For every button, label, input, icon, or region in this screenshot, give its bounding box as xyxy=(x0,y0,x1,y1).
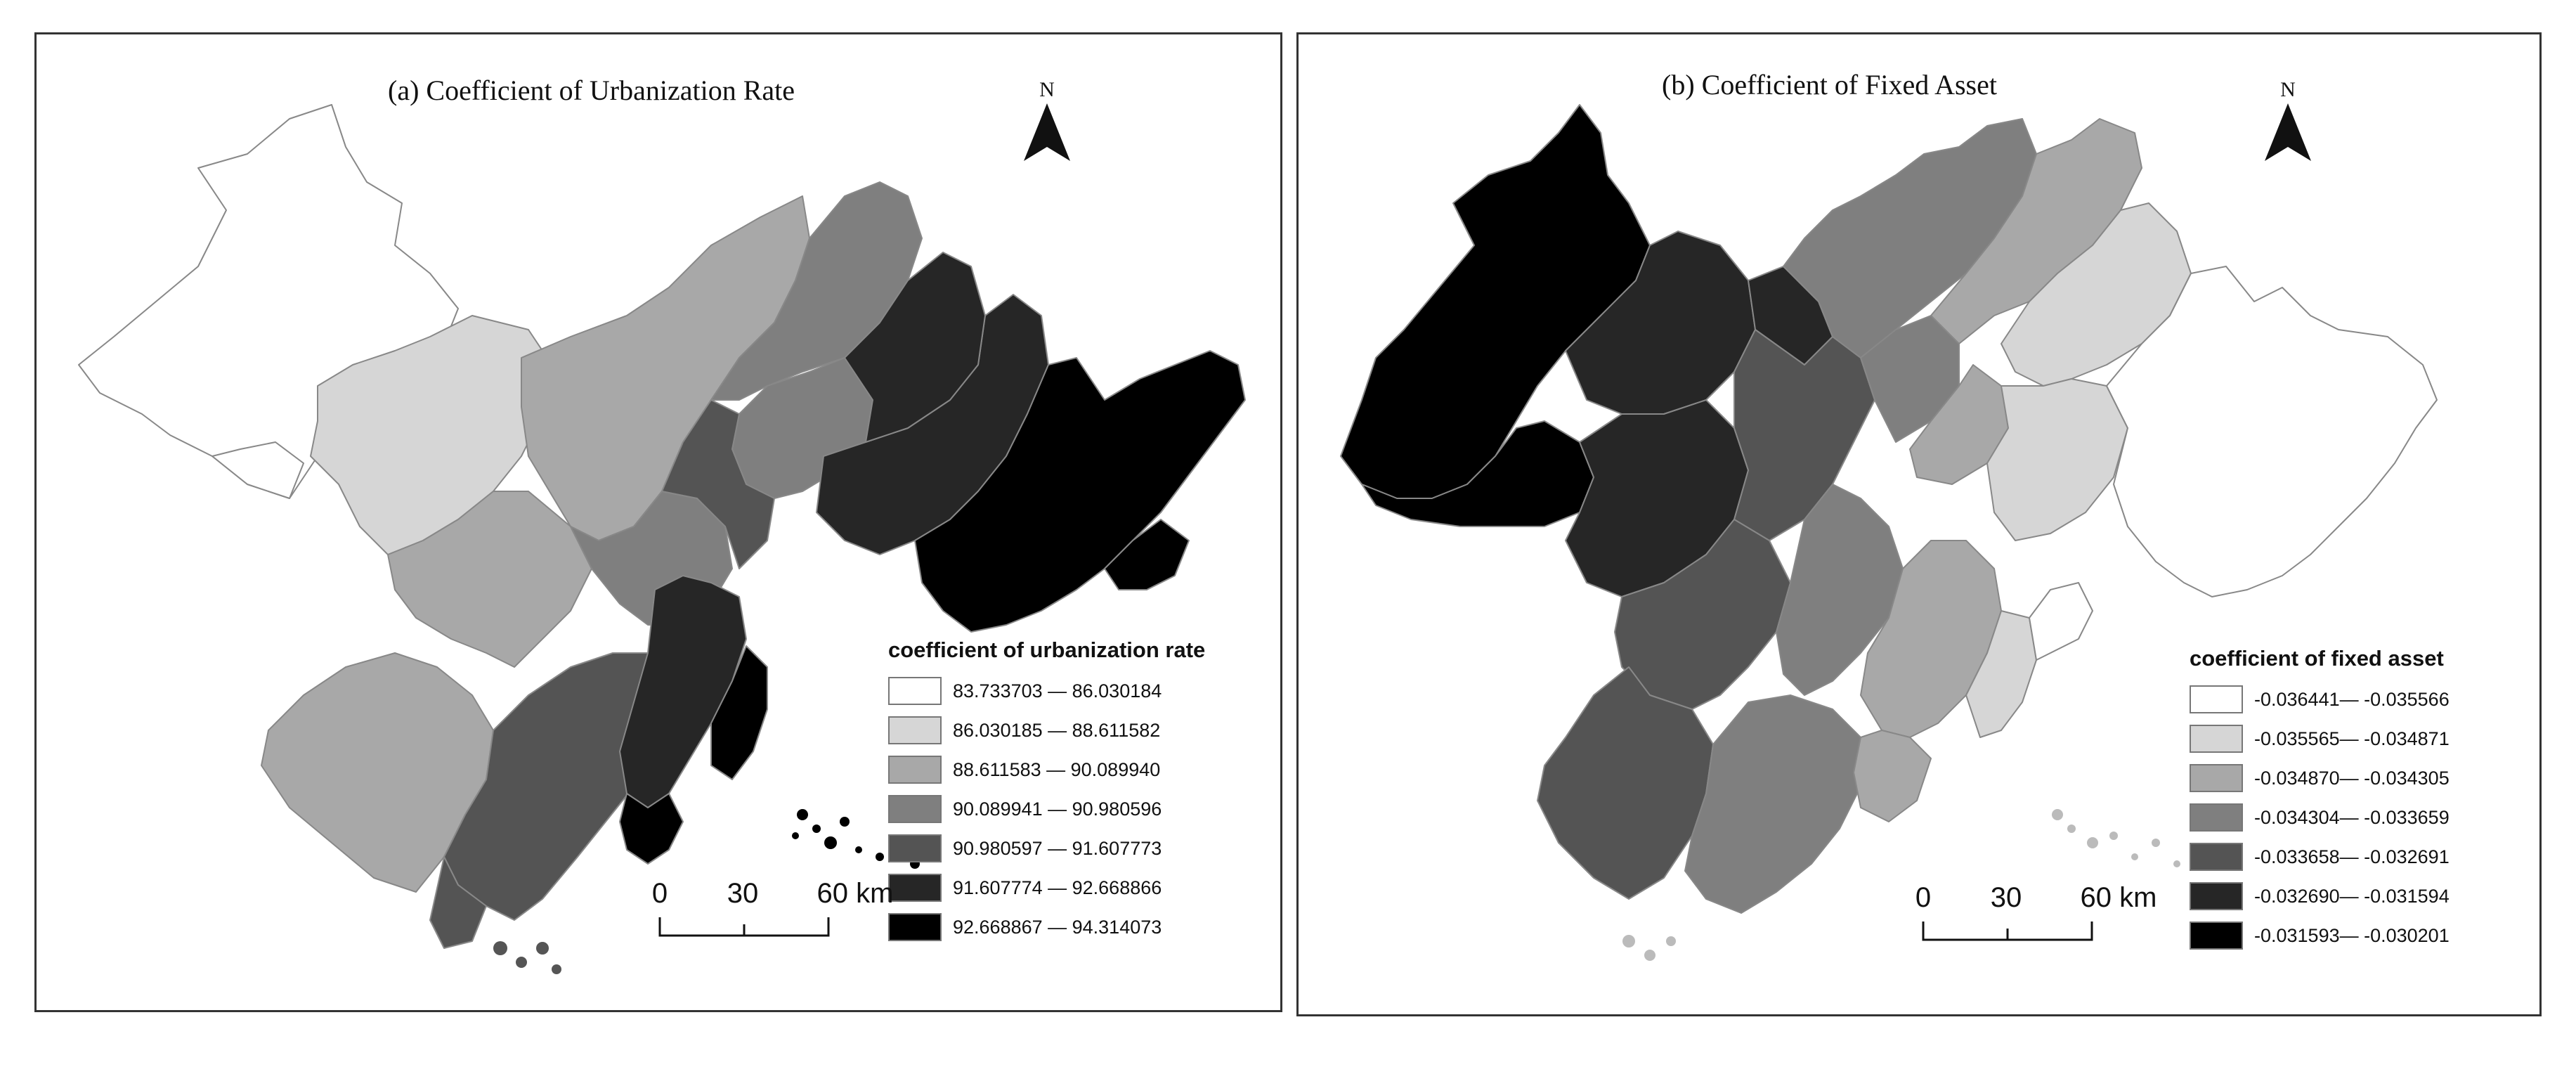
map-title: (b) Coefficient of Fixed Asset xyxy=(1662,69,1997,101)
scale-label: 30 xyxy=(727,878,759,909)
legend-item: -0.033658— -0.032691 xyxy=(2190,837,2450,877)
scale-bar: 0 30 60 km xyxy=(651,878,893,943)
choropleth-map-fixed-asset xyxy=(1340,104,2438,961)
legend-item: -0.035565— -0.034871 xyxy=(2190,719,2450,758)
scale-bar: 0 30 60 km xyxy=(1915,882,2157,948)
legend-swatch xyxy=(888,756,942,784)
map-region xyxy=(1104,519,1190,590)
map-panel-urbanization: (a) Coefficient of Urbanization Rate N c… xyxy=(34,32,1282,1012)
legend-label: 83.733703 — 86.030184 xyxy=(953,680,1162,701)
map-region xyxy=(1853,730,1932,822)
legend-item: 86.030185 — 88.611582 xyxy=(888,711,1205,750)
islands xyxy=(493,941,561,974)
scale-label: 60 km xyxy=(2080,882,2157,913)
map-region xyxy=(1684,694,1861,914)
map-region xyxy=(619,793,684,865)
legend-label: 90.980597 — 91.607773 xyxy=(953,837,1162,859)
legend-swatch xyxy=(888,874,942,902)
legend-item: 88.611583 — 90.089940 xyxy=(888,750,1205,789)
legend-swatch xyxy=(2190,882,2243,910)
scale-bar-line xyxy=(1922,922,2093,941)
map-region xyxy=(2029,582,2093,661)
legend-swatch xyxy=(2190,725,2243,753)
map-region xyxy=(844,252,986,443)
legend-label: -0.034304— -0.033659 xyxy=(2254,806,2450,828)
map-region xyxy=(1860,540,2002,738)
legend-item: -0.031593— -0.030201 xyxy=(2190,916,2450,955)
legend-item: -0.036441— -0.035566 xyxy=(2190,680,2450,719)
north-label: N xyxy=(2280,78,2296,101)
north-arrow: N xyxy=(1019,78,1075,166)
legend-swatch xyxy=(2190,843,2243,871)
map-panel-fixed-asset: (b) Coefficient of Fixed Asset N coeffic… xyxy=(1296,32,2542,1016)
scale-bar-line xyxy=(658,917,830,937)
map-region xyxy=(914,350,1246,633)
scale-label: 0 xyxy=(1915,882,1932,913)
legend-item: -0.034304— -0.033659 xyxy=(2190,798,2450,837)
legend-swatch xyxy=(888,913,942,941)
legend-label: -0.034870— -0.034305 xyxy=(2254,767,2450,789)
map-region xyxy=(710,645,768,780)
map-region xyxy=(619,575,747,808)
islands xyxy=(1622,809,2202,961)
legend-swatch xyxy=(888,834,942,862)
map-title: (a) Coefficient of Urbanization Rate xyxy=(388,75,795,106)
legend-label: 88.611583 — 90.089940 xyxy=(953,758,1161,780)
north-label: N xyxy=(1039,78,1055,101)
legend-item: -0.034870— -0.034305 xyxy=(2190,758,2450,798)
scale-label: 30 xyxy=(1990,882,2022,913)
map-region xyxy=(661,399,775,569)
north-arrow-icon xyxy=(1024,103,1070,161)
legend-item: 92.668867 — 94.314073 xyxy=(888,907,1205,947)
map-legend: coefficient of fixed asset -0.036441— -0… xyxy=(2190,646,2450,955)
map-legend: coefficient of urbanization rate 83.7337… xyxy=(888,638,1205,947)
legend-item: 90.980597 — 91.607773 xyxy=(888,829,1205,868)
legend-item: -0.032690— -0.031594 xyxy=(2190,877,2450,916)
legend-item: 91.607774 — 92.668866 xyxy=(888,868,1205,907)
legend-swatch xyxy=(2190,922,2243,950)
map-region xyxy=(1733,329,1875,541)
legend-swatch xyxy=(2190,685,2243,713)
legend-item: 83.733703 — 86.030184 xyxy=(888,671,1205,711)
legend-label: -0.033658— -0.032691 xyxy=(2254,846,2450,867)
legend-title: coefficient of fixed asset xyxy=(2190,646,2444,671)
map-region xyxy=(1986,378,2128,541)
legend-item: 90.089941 — 90.980596 xyxy=(888,789,1205,829)
legend-swatch xyxy=(888,716,942,744)
legend-label: 91.607774 — 92.668866 xyxy=(953,877,1162,898)
scale-label: 60 km xyxy=(817,878,894,909)
map-region xyxy=(387,491,592,668)
legend-swatch xyxy=(2190,803,2243,832)
legend-label: -0.031593— -0.030201 xyxy=(2254,924,2450,946)
choropleth-map-urbanization xyxy=(78,104,1246,974)
north-arrow: N xyxy=(2260,78,2316,166)
scale-label: 0 xyxy=(651,878,668,909)
legend-swatch xyxy=(2190,764,2243,792)
map-region xyxy=(310,315,557,555)
legend-label: 86.030185 — 88.611582 xyxy=(953,719,1161,741)
legend-swatch xyxy=(888,677,942,705)
legend-label: 92.668867 — 94.314073 xyxy=(953,916,1162,938)
legend-label: -0.035565— -0.034871 xyxy=(2254,728,2450,749)
legend-label: -0.032690— -0.031594 xyxy=(2254,885,2450,907)
north-arrow-icon xyxy=(2265,103,2311,161)
legend-title: coefficient of urbanization rate xyxy=(888,638,1206,662)
map-region xyxy=(212,441,304,499)
map-region xyxy=(2106,266,2438,597)
legend-label: -0.036441— -0.035566 xyxy=(2254,688,2450,710)
map-region xyxy=(429,856,487,949)
legend-label: 90.089941 — 90.980596 xyxy=(953,798,1162,820)
legend-swatch xyxy=(888,795,942,823)
